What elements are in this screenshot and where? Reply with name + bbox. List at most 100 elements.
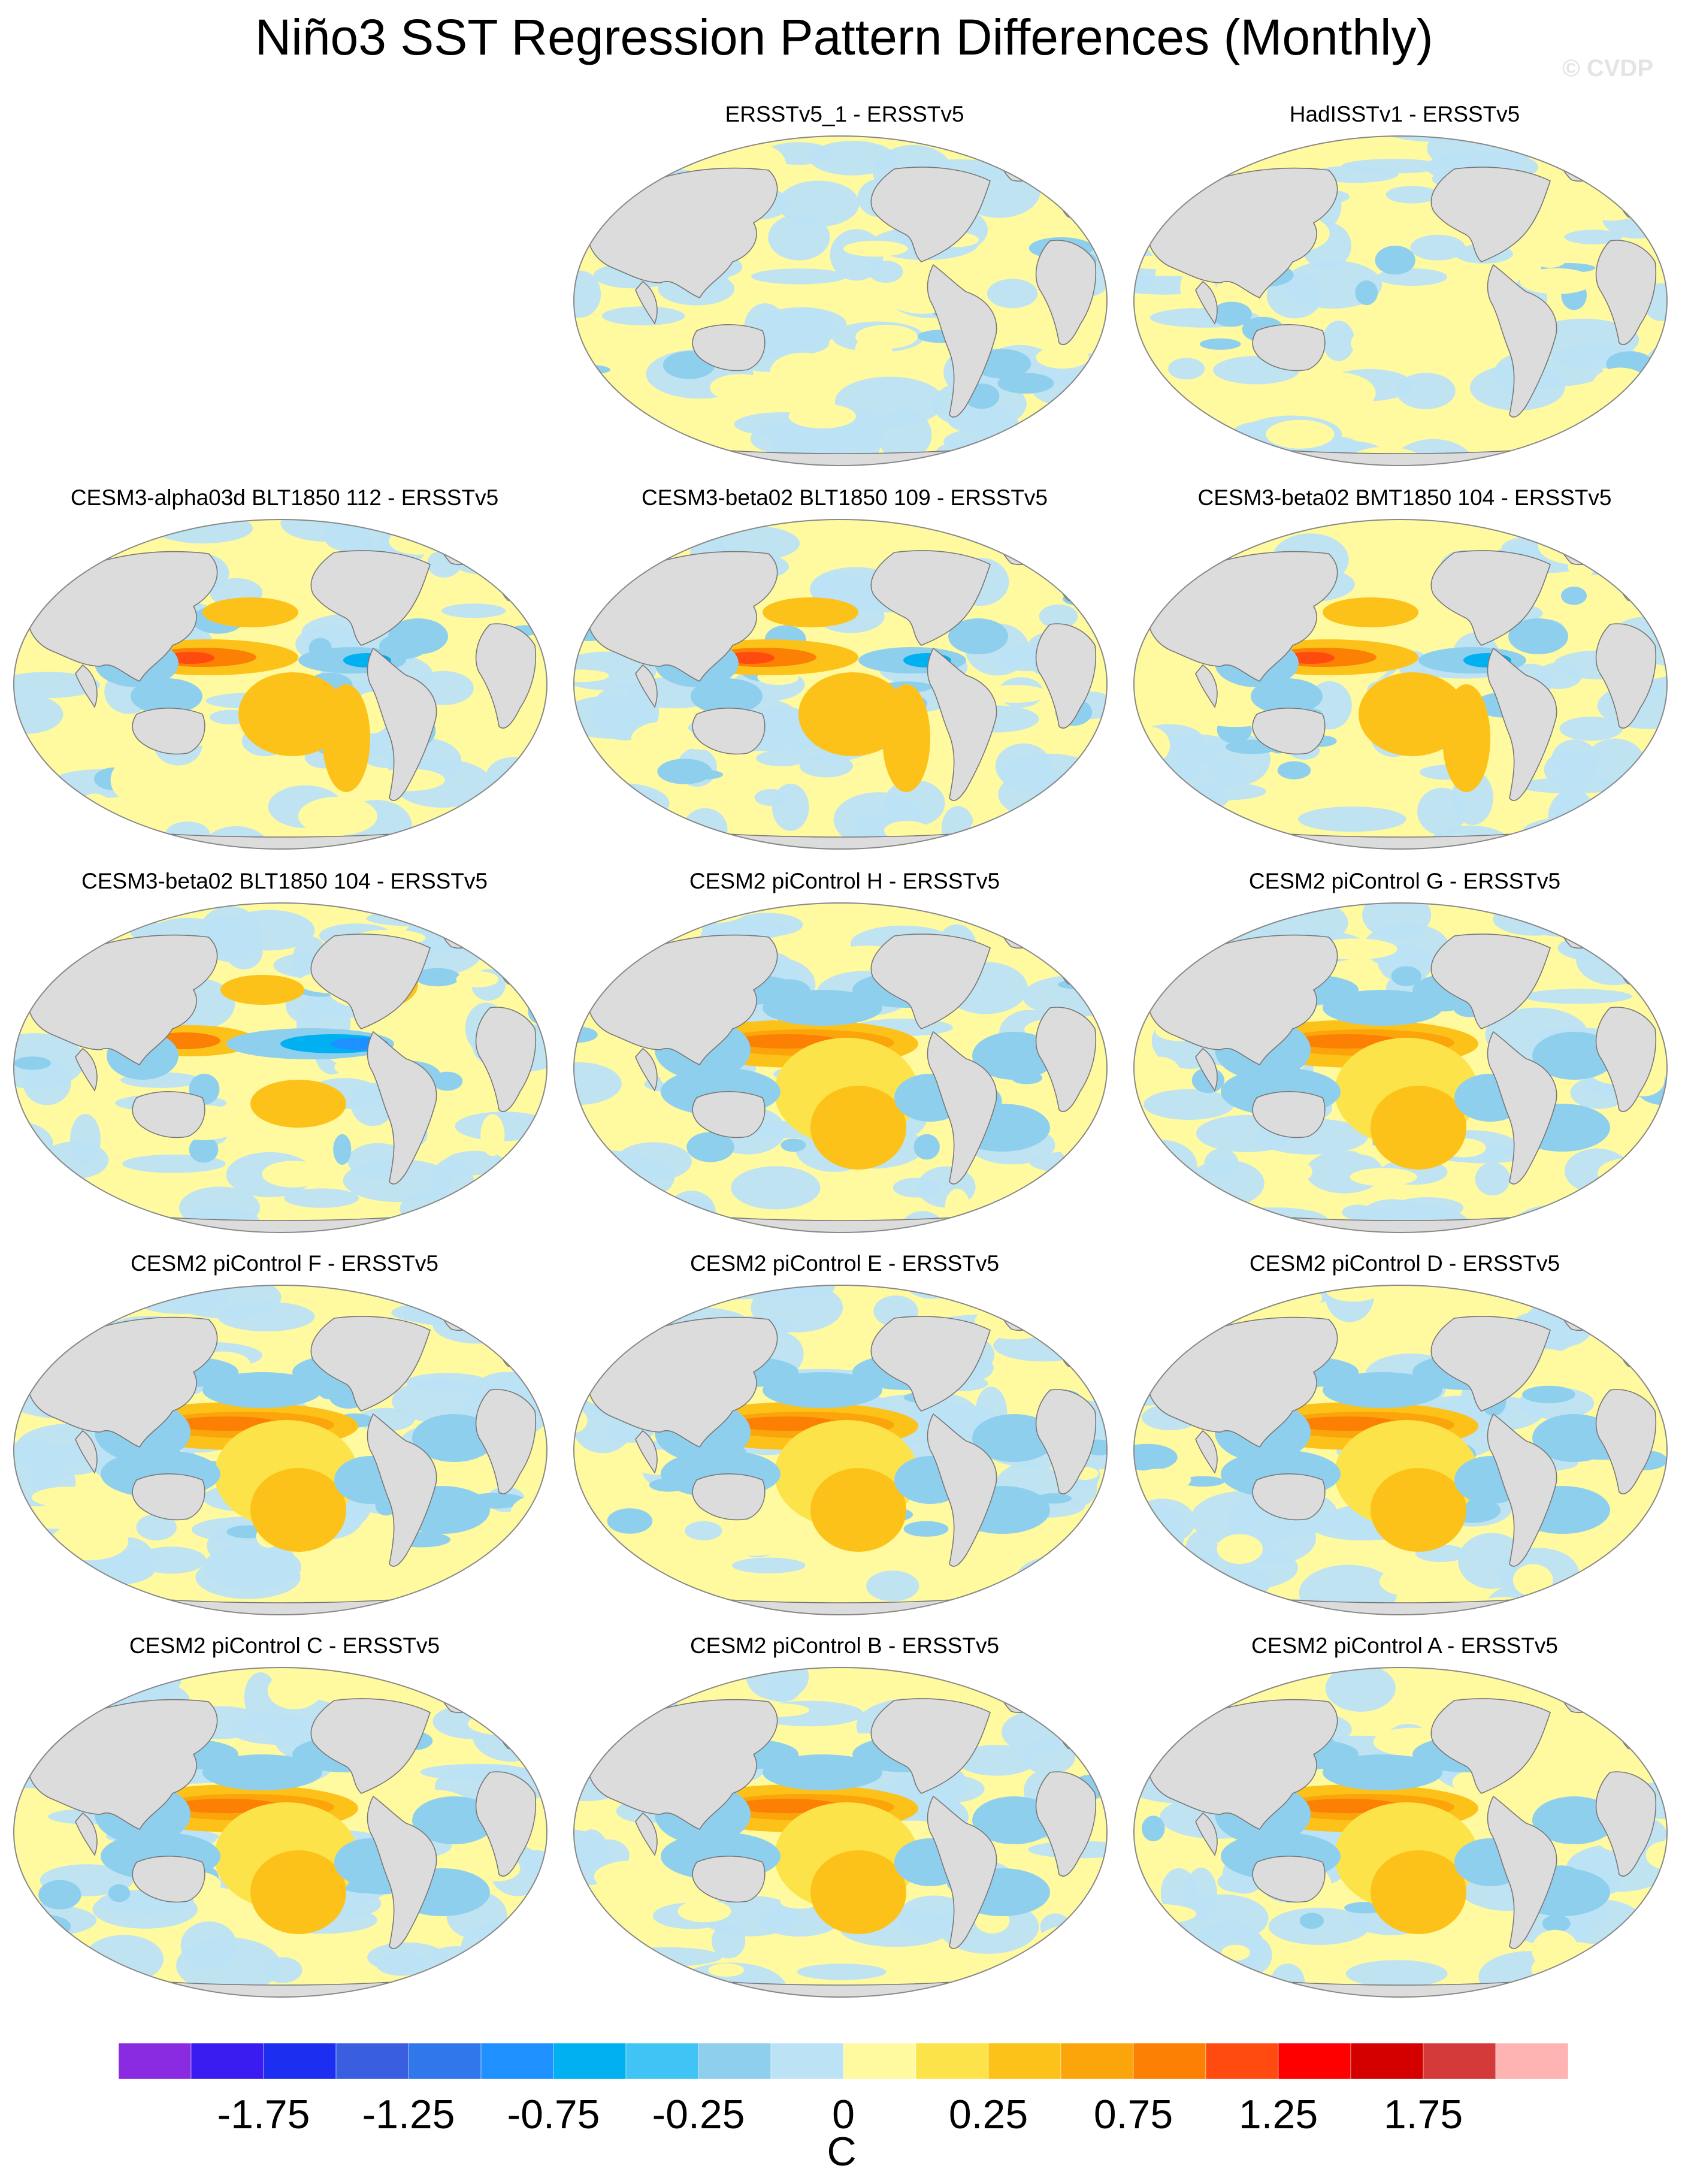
anomaly-blob [1564, 1148, 1630, 1194]
anomaly-feature [1323, 597, 1418, 627]
anomaly-blob [32, 1920, 58, 1955]
anomaly-blob [91, 824, 153, 849]
colorbar-swatch [1350, 2043, 1424, 2079]
anomaly-blob [1211, 301, 1252, 327]
anomaly-blob [1003, 1986, 1045, 1997]
anomaly-blob [1141, 429, 1238, 447]
map-outline [13, 902, 547, 1233]
colorbar-swatch [770, 2043, 844, 2079]
anomaly-blob [485, 757, 542, 799]
anomaly-blob [1277, 761, 1311, 780]
anomaly-blob [14, 956, 35, 1002]
land-mass [692, 324, 766, 371]
colorbar-tick-label: -0.75 [507, 2092, 600, 2137]
anomaly-feature [972, 1414, 1056, 1462]
anomaly-blob [1598, 152, 1667, 187]
robinson-map [1133, 1285, 1668, 1615]
anomaly-blob [443, 1561, 468, 1573]
anomaly-blob [1042, 1525, 1100, 1552]
anomaly-blob [654, 1285, 697, 1293]
land-mass [28, 551, 218, 682]
map-panel: ERSSTv5_1 - ERSSTv5 [566, 102, 1123, 473]
land-mass [870, 550, 991, 646]
anomaly-feature [810, 1468, 906, 1552]
anomaly-blob [962, 1213, 1055, 1233]
anomaly-blob [406, 1373, 488, 1391]
anomaly-blob [1184, 783, 1266, 801]
anomaly-feature [1359, 672, 1466, 756]
anomaly-blob [574, 519, 619, 570]
colorbar-swatch [480, 2043, 554, 2079]
land-mass [1035, 240, 1097, 345]
anomaly-blob [1391, 966, 1421, 986]
anomaly-blob [1067, 1692, 1107, 1723]
anomaly-blob [474, 1675, 541, 1720]
anomaly-blob [1612, 835, 1667, 849]
land-mass [1035, 1389, 1097, 1494]
anomaly-feature [1442, 684, 1490, 792]
anomaly-blob [667, 1588, 706, 1615]
anomaly-blob [594, 1860, 671, 1893]
anomaly-blob [1229, 1668, 1262, 1698]
map-panel: CESM2 piControl A - ERSSTv5 [1126, 1633, 1683, 2005]
anomaly-blob [1144, 1089, 1235, 1120]
anomaly-blob [50, 1523, 129, 1561]
land-mass [1252, 1091, 1326, 1138]
anomaly-feature [1287, 652, 1335, 664]
land-mass [132, 1091, 205, 1138]
anomaly-feature [1532, 1032, 1616, 1080]
land-mass [1595, 1771, 1657, 1877]
watermark: © CVDP [1562, 55, 1653, 81]
land-mass [692, 1473, 766, 1521]
anomaly-blob [1350, 1168, 1417, 1186]
colorbar-tick-label: -1.25 [362, 2092, 455, 2137]
anomaly-blob [441, 603, 506, 618]
land-mass [927, 1031, 997, 1185]
anomaly-blob [195, 1555, 301, 1599]
land-mass [1430, 167, 1551, 262]
anomaly-blob [1020, 1668, 1080, 1692]
anomaly-blob [1386, 186, 1438, 204]
land-mass [870, 167, 991, 262]
land-mass [132, 1856, 205, 1903]
anomaly-blob [333, 1134, 352, 1165]
anomaly-blob [686, 1132, 734, 1162]
anomaly-blob [1564, 229, 1622, 244]
anomaly-blob [14, 763, 46, 792]
anomaly-blob [574, 1588, 619, 1614]
anomaly-blob [574, 519, 610, 537]
anomaly-feature [763, 990, 882, 1026]
anomaly-feature [1371, 1468, 1466, 1552]
anomaly-blob [809, 141, 896, 176]
land-mass [635, 1047, 658, 1092]
anomaly-feature [1251, 678, 1323, 714]
map-outline [13, 1667, 547, 1998]
anomaly-blob [1134, 1140, 1163, 1183]
land-mass [692, 1856, 766, 1903]
anomaly-blob [14, 1986, 56, 1997]
anomaly-blob [588, 1209, 680, 1233]
anomaly-blob [1136, 740, 1212, 770]
anomaly-blob [1170, 1972, 1253, 1997]
anomaly-blob [1574, 186, 1648, 221]
map-outline [13, 1285, 547, 1615]
anomaly-blob [981, 685, 1049, 703]
anomaly-blob [1138, 1056, 1181, 1088]
colorbar-swatch [1060, 2043, 1134, 2079]
land-mass [1487, 1795, 1557, 1949]
anomaly-blob [868, 260, 903, 283]
colorbar-swatch [408, 2043, 482, 2079]
anomaly-blob [1570, 1953, 1645, 1988]
anomaly-blob [1520, 268, 1594, 294]
anomaly-blob [600, 1684, 631, 1708]
map-panel: CESM3-beta02 BLT1850 104 - ERSSTv5 [6, 869, 563, 1240]
anomaly-blob [841, 421, 881, 448]
anomaly-blob [732, 1557, 806, 1573]
anomaly-blob [574, 1554, 612, 1573]
anomaly-feature [250, 1080, 346, 1128]
map-outline [1133, 135, 1668, 466]
robinson-map [1133, 519, 1668, 850]
anomaly-blob [1568, 530, 1643, 545]
anomaly-blob [677, 1900, 731, 1923]
land-mass [1195, 1812, 1218, 1856]
